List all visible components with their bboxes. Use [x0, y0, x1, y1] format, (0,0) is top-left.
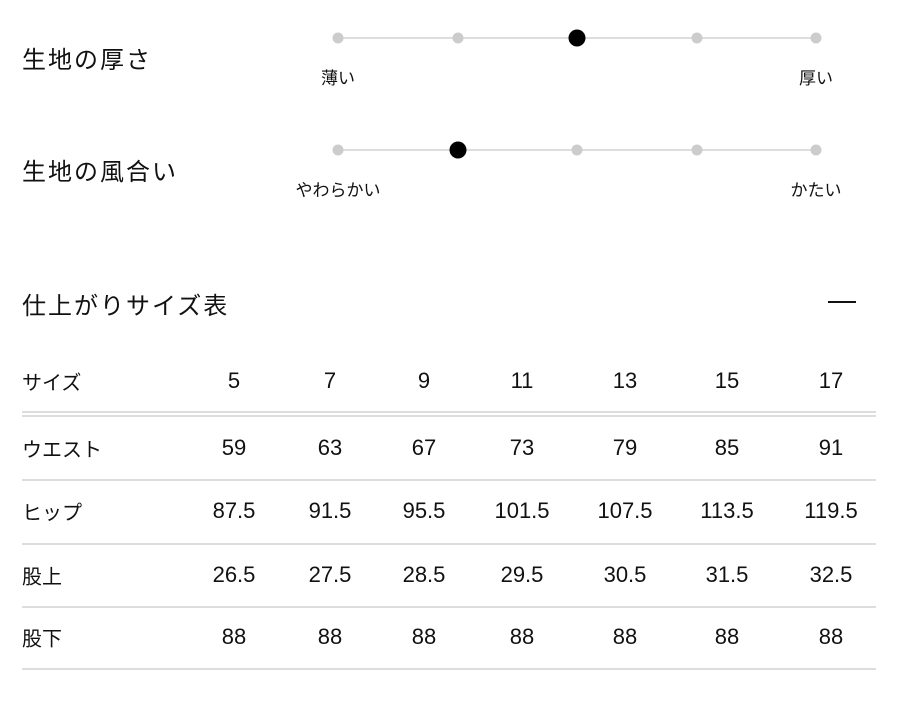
table-cell: 30.5 — [603, 562, 647, 587]
table-cell: 88 — [509, 624, 535, 649]
table-cell: 28.5 — [402, 562, 446, 587]
table-cell: 85 — [714, 435, 740, 460]
size-table-title: 仕上がりサイズ表 — [22, 292, 230, 320]
minus-icon[interactable] — [828, 301, 856, 303]
table-cell: 88 — [612, 624, 638, 649]
scale-max-label: 厚い — [799, 69, 833, 89]
scale-dot — [691, 32, 702, 44]
row-divider — [22, 606, 876, 608]
row-label: ヒップ — [22, 500, 82, 525]
row-label: サイズ — [22, 370, 82, 395]
table-cell: 59 — [221, 435, 247, 460]
scale-dot — [332, 32, 344, 44]
table-cell: 88 — [221, 624, 247, 649]
scale-dot — [452, 32, 463, 44]
table-cell: 119.5 — [804, 498, 858, 523]
table-cell: 32.5 — [809, 562, 853, 587]
scale-dot — [571, 144, 583, 156]
fabric-texture-title: 生地の風合い — [22, 158, 178, 186]
size-header-cell: 7 — [323, 368, 337, 393]
table-cell: 29.5 — [500, 562, 544, 587]
fabric-texture-scale — [332, 141, 822, 159]
table-cell: 101.5 — [494, 498, 550, 523]
table-cell: 26.5 — [212, 562, 256, 587]
row-label: 股上 — [22, 564, 62, 589]
scale-min-label: やわらかい — [295, 181, 381, 201]
table-cell: 88 — [317, 624, 343, 649]
table-cell: 87.5 — [212, 498, 256, 523]
table-cell: 31.5 — [705, 562, 749, 587]
scale-dot — [691, 144, 702, 156]
row-label: ウエスト — [22, 437, 102, 462]
fabric-thickness-title: 生地の厚さ — [22, 46, 152, 74]
size-header-cell: 5 — [227, 368, 241, 393]
table-cell: 91.5 — [308, 498, 352, 523]
scale-dot — [810, 144, 822, 156]
scale-dot-selected — [568, 29, 586, 47]
size-header-cell: 13 — [612, 368, 638, 393]
table-cell: 88 — [714, 624, 740, 649]
table-cell: 73 — [509, 435, 535, 460]
row-divider — [22, 415, 876, 417]
scale-max-label: かたい — [790, 181, 842, 201]
table-cell: 95.5 — [402, 498, 446, 523]
row-divider — [22, 479, 876, 481]
size-header-cell: 15 — [714, 368, 740, 393]
row-divider — [22, 543, 876, 545]
row-divider — [22, 411, 876, 413]
table-cell: 88 — [411, 624, 437, 649]
size-header-cell: 17 — [818, 368, 844, 393]
size-header-cell: 11 — [510, 368, 534, 393]
row-divider — [22, 668, 876, 670]
scale-dot — [332, 144, 344, 156]
size-header-cell: 9 — [417, 368, 431, 393]
table-cell: 91 — [818, 435, 844, 460]
table-cell: 63 — [317, 435, 343, 460]
table-cell: 113.5 — [700, 498, 754, 523]
table-cell: 88 — [818, 624, 844, 649]
table-cell: 107.5 — [597, 498, 653, 523]
table-cell: 67 — [411, 435, 437, 460]
scale-dot — [810, 32, 822, 44]
row-label: 股下 — [22, 626, 62, 651]
table-cell: 79 — [612, 435, 638, 460]
scale-min-label: 薄い — [321, 69, 355, 89]
fabric-thickness-scale — [332, 29, 822, 47]
table-cell: 27.5 — [308, 562, 352, 587]
scale-dot-selected — [449, 141, 466, 159]
